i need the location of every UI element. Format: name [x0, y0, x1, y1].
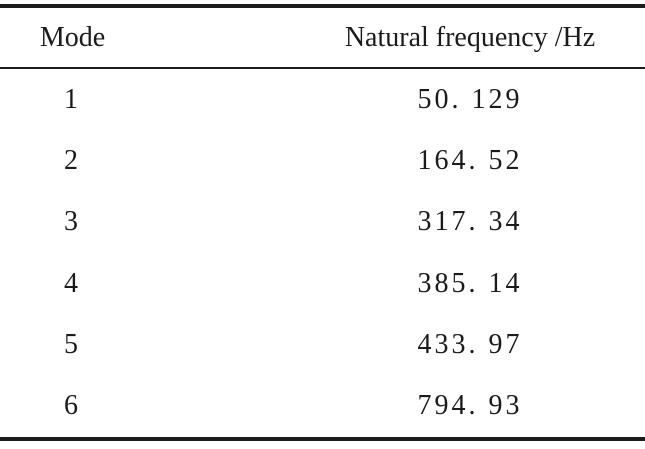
mode-cell: 6	[64, 390, 81, 422]
column-header-mode: Mode	[39, 21, 106, 53]
table-row: 5 433. 97	[0, 314, 645, 375]
frequency-cell: 50. 129	[417, 83, 523, 115]
table-row: 6 794. 93	[0, 375, 645, 436]
table-top-rule	[0, 4, 645, 8]
table-header-row: Mode Natural frequency /Hz	[0, 8, 645, 67]
frequency-cell: 385. 14	[417, 267, 523, 299]
table-header-separator-rule	[0, 67, 645, 69]
column-header-frequency: Natural frequency /Hz	[344, 21, 596, 53]
mode-cell: 1	[64, 83, 81, 115]
mode-cell: 3	[64, 206, 81, 238]
table-row: 4 385. 14	[0, 253, 645, 314]
table-row: 1 50. 129	[0, 69, 645, 130]
mode-cell: 5	[64, 328, 81, 360]
table-bottom-rule	[0, 436, 645, 441]
mode-cell: 4	[64, 267, 81, 299]
frequency-cell: 794. 93	[417, 390, 523, 422]
frequency-cell: 317. 34	[417, 206, 523, 238]
table-row: 3 317. 34	[0, 192, 645, 253]
mode-cell: 2	[64, 144, 81, 176]
frequency-cell: 433. 97	[417, 328, 523, 360]
table-row: 2 164. 52	[0, 130, 645, 191]
frequency-cell: 164. 52	[417, 144, 523, 176]
